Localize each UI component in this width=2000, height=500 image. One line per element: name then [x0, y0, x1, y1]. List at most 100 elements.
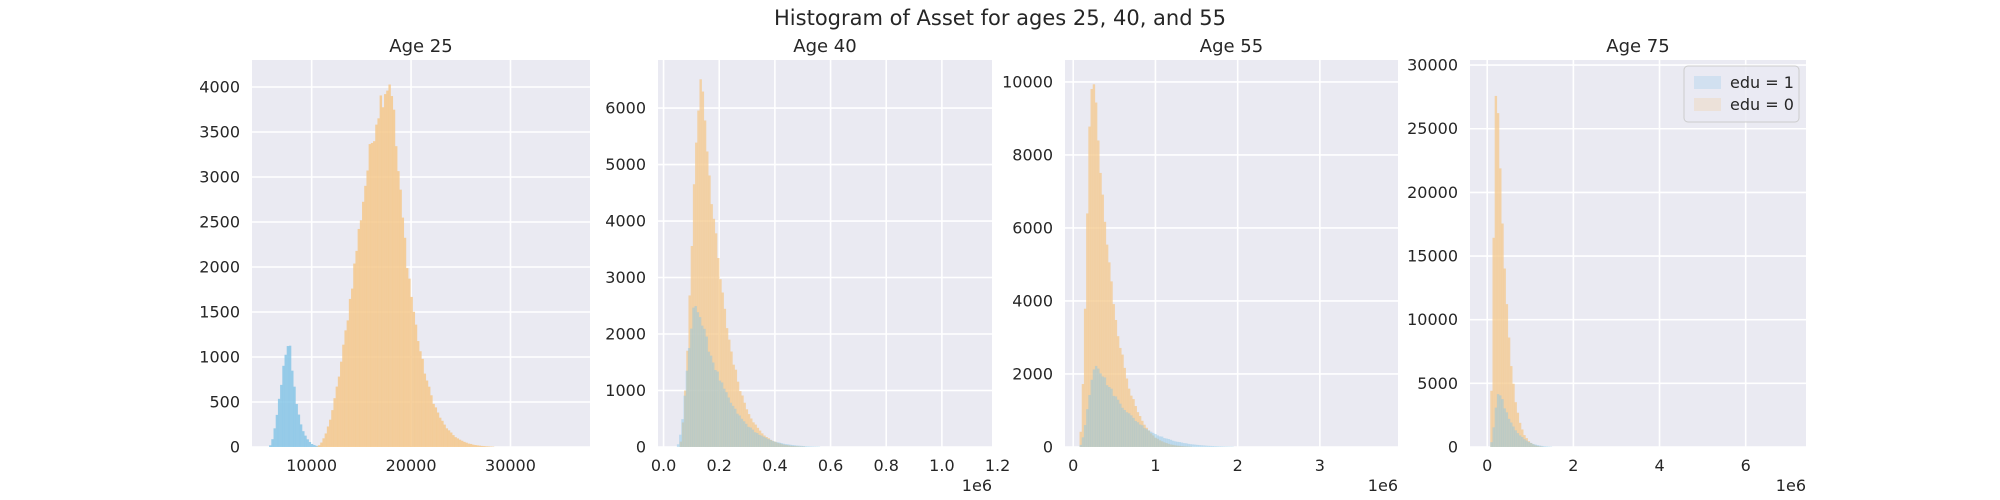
histogram-bar — [1174, 445, 1177, 447]
histogram-bar — [315, 445, 318, 447]
histogram-bar — [357, 228, 361, 447]
histogram-bar — [730, 351, 733, 447]
histogram-bar — [333, 398, 336, 447]
histogram-bar — [761, 433, 764, 447]
histogram-bar — [795, 445, 799, 447]
histogram-bar — [379, 95, 383, 447]
histogram-bar — [445, 428, 449, 447]
histogram-bar — [1110, 388, 1113, 447]
histogram-bar — [1134, 406, 1137, 447]
histogram-bar — [747, 426, 750, 447]
x-tick-label: 0 — [1482, 456, 1492, 475]
histogram-bar — [366, 170, 369, 447]
histogram-bar — [679, 434, 682, 447]
y-tick-label: 10000 — [1002, 72, 1053, 91]
histogram-bar — [1182, 443, 1186, 447]
histogram-bar — [1503, 268, 1506, 447]
histogram-bar — [293, 386, 296, 447]
histogram-bar — [344, 330, 347, 447]
y-tick-label: 3500 — [199, 123, 240, 142]
histogram-bar — [381, 107, 385, 448]
histogram-bar — [425, 380, 429, 447]
histogram-bar — [794, 446, 797, 447]
histogram-bar — [690, 328, 693, 447]
histogram-bar — [1525, 440, 1528, 447]
histogram-bar — [758, 430, 762, 447]
histogram-bar — [1097, 368, 1100, 447]
histogram-bar — [1512, 426, 1515, 447]
x-tick-label: 0.8 — [874, 456, 899, 475]
x-offset-label: 1e6 — [962, 476, 992, 495]
histogram-bar — [749, 427, 752, 447]
histogram-bar — [331, 410, 334, 447]
histogram-bar — [430, 395, 433, 447]
histogram-bar — [1538, 445, 1542, 447]
histogram-bar — [1149, 431, 1153, 447]
histogram-bar — [456, 438, 460, 447]
histogram-bar — [1189, 444, 1192, 447]
histogram-bar — [419, 351, 422, 447]
histogram-bar — [364, 185, 367, 448]
histogram-bar — [778, 443, 782, 447]
histogram-bar — [764, 437, 768, 447]
histogram-bar — [782, 443, 785, 447]
legend: edu = 1 edu = 0 — [1683, 65, 1800, 123]
histogram-bar — [414, 324, 418, 447]
histogram-bar — [1505, 304, 1509, 447]
series-edu1 — [676, 306, 821, 447]
histogram-bar — [1121, 407, 1124, 447]
histogram-bar — [410, 296, 413, 447]
histogram-bar — [373, 141, 376, 447]
y-tick-label: 0 — [1043, 438, 1053, 457]
histogram-bar — [1507, 418, 1511, 447]
histogram-bar — [774, 441, 777, 447]
histogram-bar — [686, 350, 689, 447]
histogram-bar — [751, 429, 755, 447]
series-edu1 — [1079, 365, 1234, 447]
panel-title: Age 55 — [1200, 36, 1263, 57]
histogram-bar — [348, 298, 352, 447]
histogram-bar — [771, 440, 774, 447]
histogram-bar — [375, 124, 378, 447]
histogram-bar — [698, 317, 702, 447]
histogram-bar — [1123, 367, 1126, 447]
histogram-bar — [1518, 435, 1522, 447]
histogram-bar — [1527, 441, 1531, 447]
histogram-bar — [1119, 347, 1122, 447]
histogram-bar — [692, 184, 696, 447]
histogram-bar — [791, 444, 794, 447]
histogram-bar — [772, 441, 775, 447]
histogram-bar — [1136, 422, 1140, 447]
x-offset-label: 1e6 — [1776, 476, 1806, 495]
y-tick-label: 500 — [209, 393, 240, 412]
histogram-bar — [406, 268, 409, 447]
histogram-bar — [370, 142, 374, 447]
histogram-bar — [709, 355, 713, 447]
histogram-bar — [1138, 416, 1142, 447]
histogram-bar — [1496, 113, 1500, 448]
histogram-bar — [1193, 444, 1197, 447]
histogram-bar — [487, 446, 490, 447]
histogram-bar — [776, 442, 779, 447]
histogram-bar — [1127, 413, 1131, 447]
histogram-bar — [280, 384, 283, 447]
histogram-bar — [1169, 444, 1173, 447]
histogram-bar — [695, 142, 698, 447]
histogram-bar — [324, 433, 328, 447]
histogram-bar — [1211, 446, 1214, 447]
histogram-bar — [1154, 433, 1157, 447]
histogram-bar — [1490, 390, 1493, 447]
histogram-bar — [306, 439, 309, 447]
histogram-bar — [1536, 445, 1539, 447]
histogram-bar — [368, 144, 372, 447]
series-edu0 — [1490, 95, 1544, 448]
panel-title: Age 25 — [389, 36, 452, 57]
histogram-bar — [742, 421, 746, 447]
histogram-bar — [1163, 442, 1166, 447]
histogram-bar — [299, 424, 303, 447]
histogram-bar — [789, 445, 793, 447]
y-tick-label: 2000 — [1012, 364, 1053, 383]
panel-2: 0 1000 2000 3000 4000 5000 6000 0.0 0.2 0.4 0.6 0.8… — [605, 36, 1010, 495]
histogram-bar — [1534, 445, 1537, 447]
